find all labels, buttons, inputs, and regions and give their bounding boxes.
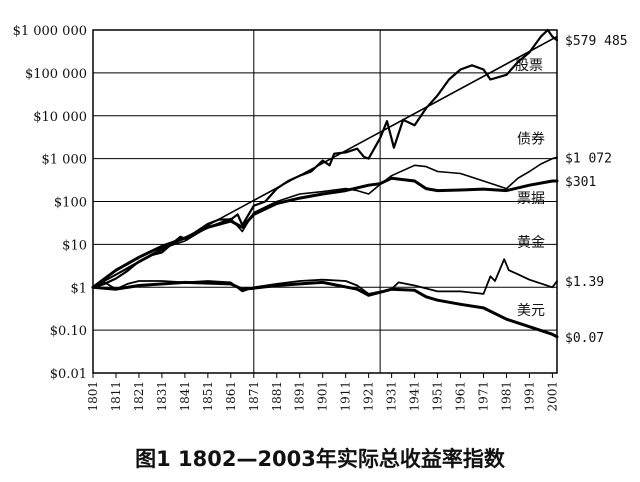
x-tick-label: 1841 — [178, 381, 192, 412]
series-name-label: 美元 — [517, 303, 545, 319]
series-line — [92, 35, 558, 289]
y-tick-label: $0.10 — [50, 324, 87, 339]
grid — [93, 29, 557, 374]
x-tick-label: 1961 — [454, 381, 468, 412]
series-line — [92, 258, 558, 295]
series-end-label: $1 072 — [565, 151, 612, 166]
series-end-label: $1.39 — [565, 275, 604, 290]
x-tick-label: 1871 — [247, 381, 261, 412]
x-tick-label: 1901 — [316, 381, 330, 412]
x-tick-label: 1951 — [431, 381, 445, 412]
x-tick-label: 1991 — [522, 381, 536, 412]
x-tick-label: 1821 — [132, 381, 146, 412]
y-tick-label: $0.01 — [50, 367, 87, 382]
x-tick-label: 1921 — [362, 381, 376, 412]
chart-caption: 图1 1802—2003年实际总收益率指数 — [135, 447, 505, 471]
x-tick-label: 1811 — [109, 381, 123, 412]
y-tick-label: $100 — [54, 196, 87, 211]
x-tick-label: 1801 — [86, 381, 100, 412]
y-tick-label: $1 000 000 — [13, 24, 87, 39]
series-name-label: 股票 — [515, 58, 543, 74]
x-tick-label: 1831 — [155, 381, 169, 412]
x-tick-label: 1851 — [201, 381, 215, 412]
labels: $0.01 $0.10 $1 $10 $100 $1 000 $10 000 $100 000… — [13, 24, 628, 412]
series-name-label: 票据 — [517, 191, 545, 207]
series-line — [91, 28, 559, 289]
series-end-label: $301 — [565, 175, 596, 190]
x-tick-label: 2001 — [545, 381, 559, 412]
y-tick-label: $10 000 — [33, 110, 87, 125]
series-end-label: $579 485 — [565, 34, 628, 49]
x-tick-label: 1941 — [408, 381, 422, 412]
x-tick-label: 1891 — [293, 381, 307, 412]
series-name-label: 黄金 — [517, 234, 545, 251]
x-tick-label: 1861 — [224, 381, 238, 412]
series-lines — [91, 28, 559, 339]
x-tick-label: 1881 — [270, 381, 284, 412]
series-end-label: $0.07 — [565, 331, 604, 346]
x-tick-label: 1911 — [339, 381, 353, 412]
y-tick-label: $1 000 — [42, 153, 88, 168]
x-tick-label: 1931 — [385, 381, 399, 412]
y-tick-label: $10 — [62, 238, 87, 253]
axes — [92, 29, 558, 378]
series-name-label: 债券 — [517, 131, 545, 147]
x-tick-label: 1971 — [476, 381, 490, 412]
chart: $0.01 $0.10 $1 $10 $100 $1 000 $10 000 $100 000… — [13, 24, 628, 412]
series-line — [91, 280, 559, 339]
y-tick-label: $1 — [70, 281, 87, 296]
series-line — [92, 156, 558, 289]
y-tick-label: $100 000 — [25, 67, 87, 82]
plot-frame — [92, 29, 558, 374]
series-line — [91, 176, 559, 289]
x-tick-label: 1981 — [499, 381, 513, 412]
